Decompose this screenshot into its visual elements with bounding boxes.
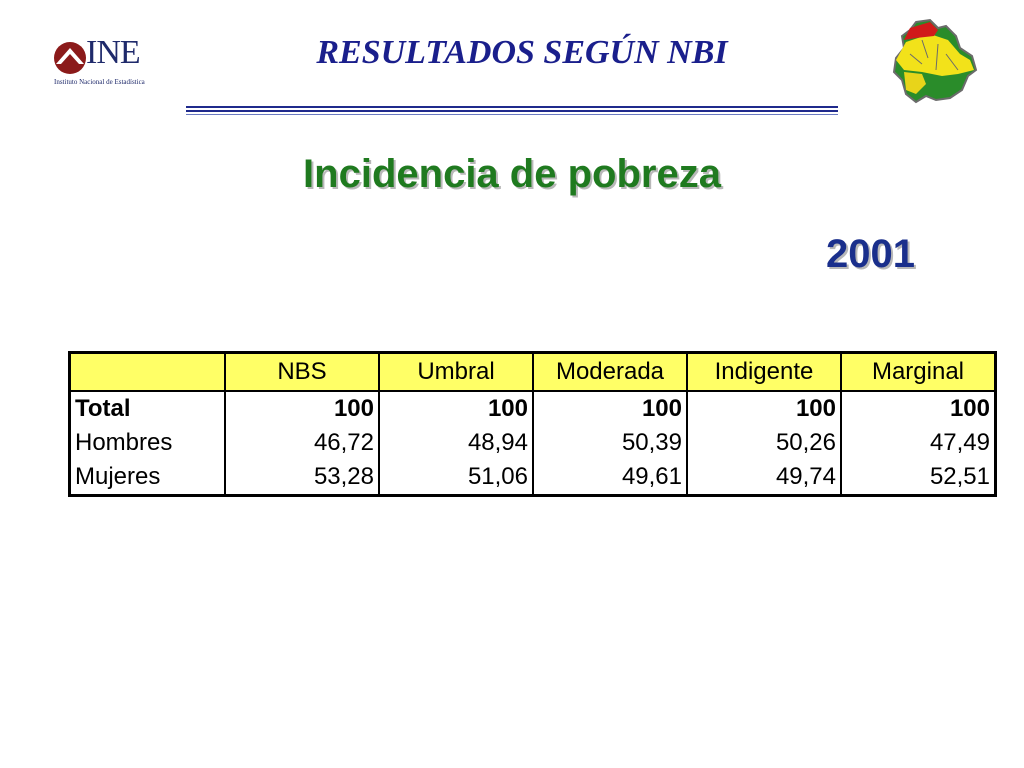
column-header: Indigente <box>686 352 841 392</box>
table-cell: 51,06 <box>378 460 533 496</box>
table-cell: 100 <box>532 391 687 426</box>
row-label: Mujeres <box>75 463 161 490</box>
table-cell: 50,39 <box>532 426 687 460</box>
slide-title: Incidencia de pobreza <box>303 152 721 196</box>
row-label: Hombres <box>75 429 173 456</box>
table-cell: 50,26 <box>686 426 841 460</box>
table-cell: 100 <box>224 391 379 426</box>
table-cell: 52,51 <box>840 460 996 496</box>
header-title: RESULTADOS SEGÚN NBI <box>316 34 728 71</box>
ine-logo-text: INE <box>86 34 141 71</box>
column-header: Umbral <box>378 352 533 392</box>
table-cell: 53,28 <box>224 460 379 496</box>
table-cell: 46,72 <box>224 426 379 460</box>
ine-logo-subtitle: Instituto Nacional de Estadística <box>54 78 145 86</box>
ine-logo: INE Instituto Nacional de Estadística <box>52 34 172 90</box>
table-cell: 47,49 <box>840 426 996 460</box>
header-divider <box>186 106 838 116</box>
table-cell: 49,61 <box>532 460 687 496</box>
table-cell: 100 <box>686 391 841 426</box>
ine-emblem-icon <box>54 42 86 74</box>
table-cell: 48,94 <box>378 426 533 460</box>
table-header-row: NBS Umbral Moderada Indigente Marginal <box>69 352 996 392</box>
poverty-table: NBS Umbral Moderada Indigente Marginal T… <box>68 351 997 497</box>
column-header <box>69 352 225 392</box>
column-header: Moderada <box>532 352 687 392</box>
year-label: 2001 <box>826 232 915 276</box>
bolivia-map-icon <box>886 14 982 110</box>
column-header: Marginal <box>840 352 996 392</box>
table-row: Mujeres 53,28 51,06 49,61 49,74 52,51 <box>70 460 996 496</box>
table-cell: 49,74 <box>686 460 841 496</box>
table-cell: 100 <box>840 391 996 426</box>
table-row: Hombres 46,72 48,94 50,39 50,26 47,49 <box>70 426 996 460</box>
row-label: Total <box>75 395 131 422</box>
table-cell: 100 <box>378 391 533 426</box>
table-row: Total 100 100 100 100 100 <box>70 391 996 426</box>
column-header: NBS <box>224 352 379 392</box>
